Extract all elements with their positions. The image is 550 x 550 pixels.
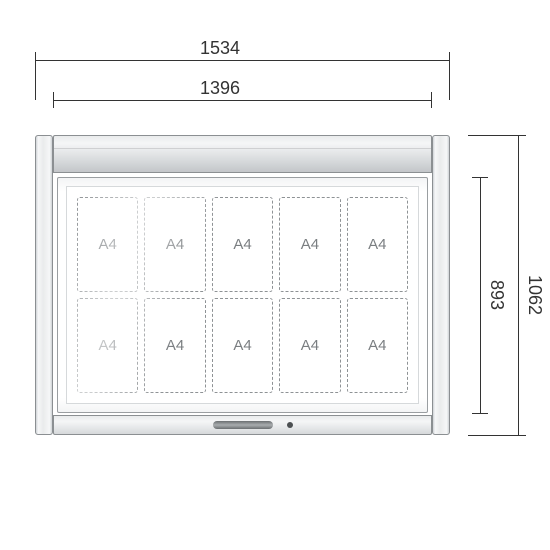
cabinet-glass-frame: A4A4A4A4A4A4A4A4A4A4 (57, 177, 428, 413)
diagram-canvas: 1534 1396 893 1062 A4A4A4A4A4A4A4A4A4A4 (0, 0, 550, 550)
sheet-row: A4A4A4A4A4 (77, 197, 408, 292)
cabinet-bottom-rail (53, 415, 432, 435)
sheet-placeholder: A4 (279, 197, 340, 292)
dim-inner-height-line (480, 177, 481, 413)
sheet-placeholder: A4 (347, 298, 408, 393)
sheet-placeholder: A4 (347, 197, 408, 292)
dim-outer-width-line (35, 60, 450, 61)
dim-tick (431, 92, 432, 108)
sheet-placeholder: A4 (144, 298, 205, 393)
sheet-placeholder: A4 (212, 197, 273, 292)
display-cabinet: A4A4A4A4A4A4A4A4A4A4 (35, 135, 450, 435)
dim-tick (53, 92, 54, 108)
dim-outer-width-label: 1534 (200, 38, 240, 59)
cabinet-left-post (35, 135, 53, 435)
sheet-area: A4A4A4A4A4A4A4A4A4A4 (77, 197, 408, 393)
cabinet-glass-inner: A4A4A4A4A4A4A4A4A4A4 (66, 186, 419, 404)
dim-tick (468, 435, 526, 436)
cabinet-right-post (432, 135, 450, 435)
cabinet-header-seam (54, 148, 431, 149)
dim-outer-height-label: 1062 (524, 275, 545, 315)
sheet-row: A4A4A4A4A4 (77, 298, 408, 393)
dim-inner-width-label: 1396 (200, 78, 240, 99)
dim-outer-height-line (518, 135, 519, 435)
sheet-placeholder: A4 (77, 298, 138, 393)
cabinet-header (53, 135, 432, 173)
sheet-placeholder: A4 (212, 298, 273, 393)
dim-tick (472, 177, 488, 178)
dim-inner-width-line (53, 100, 432, 101)
sheet-placeholder: A4 (77, 197, 138, 292)
sheet-placeholder: A4 (279, 298, 340, 393)
dim-tick (449, 52, 450, 100)
dim-inner-height-label: 893 (486, 280, 507, 310)
cabinet-handle (213, 421, 273, 429)
dim-tick (35, 52, 36, 100)
dim-tick (472, 413, 488, 414)
cabinet-lock (287, 422, 293, 428)
dim-tick (468, 135, 526, 136)
sheet-placeholder: A4 (144, 197, 205, 292)
